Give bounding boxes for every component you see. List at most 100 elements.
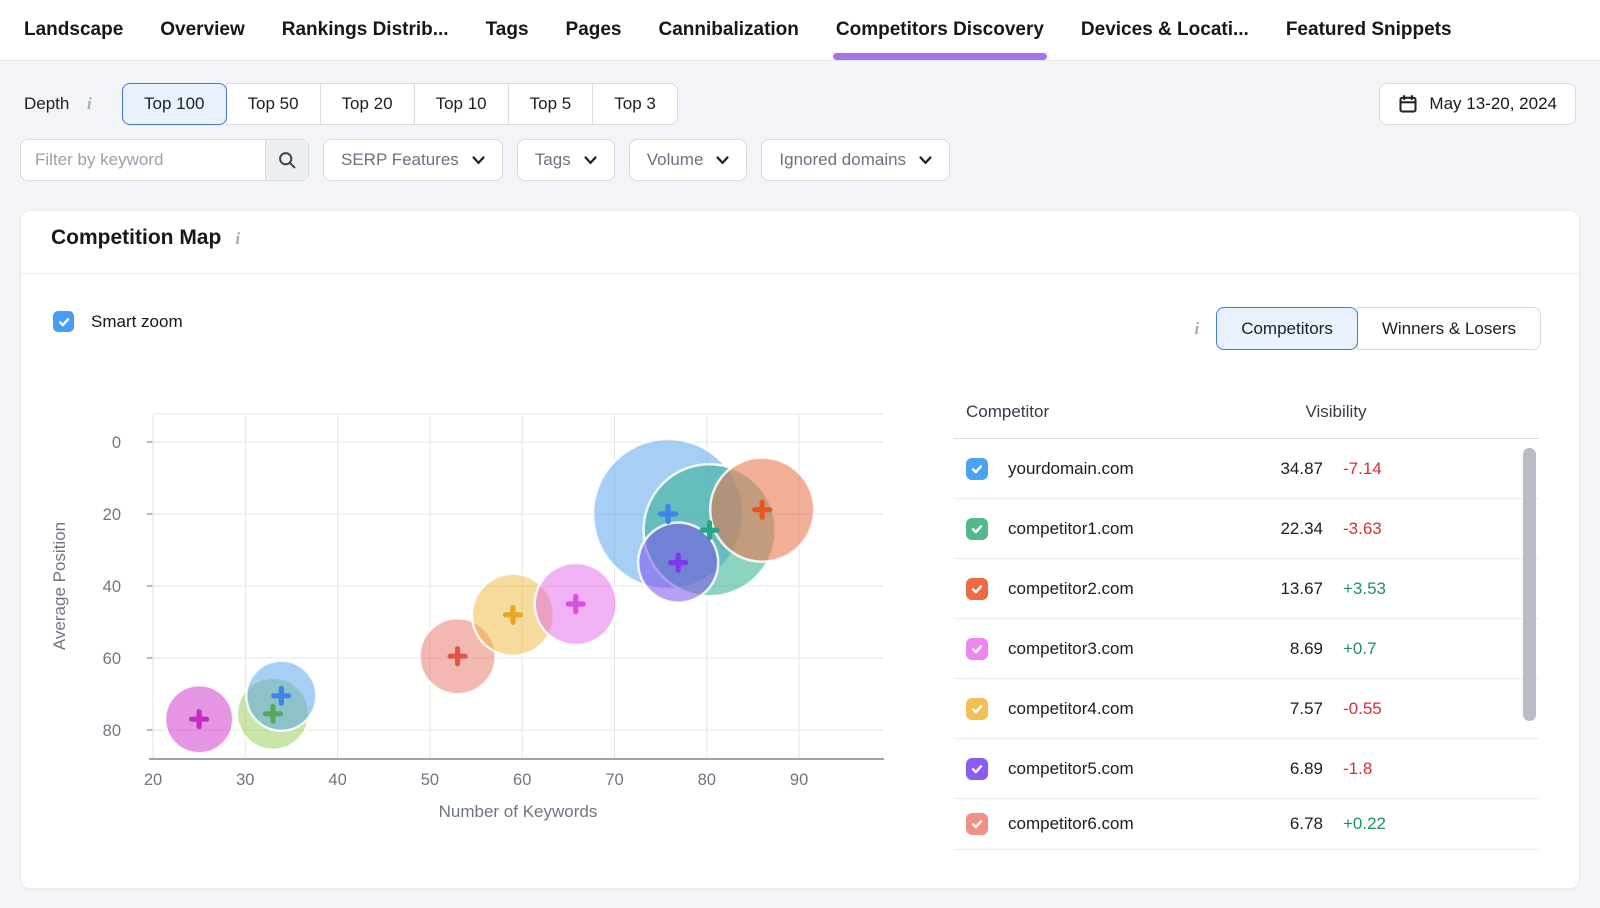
table-row: competitor2.com 13.67 +3.53 xyxy=(954,559,1539,619)
panel-info-icon[interactable]: i xyxy=(235,229,241,248)
filter-dropdown-serp-features[interactable]: SERP Features xyxy=(323,139,503,181)
depth-option-top-100[interactable]: Top 100 xyxy=(122,83,227,125)
smart-zoom-checkbox[interactable] xyxy=(53,311,74,332)
competitor-checkbox[interactable] xyxy=(966,577,988,600)
tab-pages[interactable]: Pages xyxy=(565,19,622,40)
tab-tags[interactable]: Tags xyxy=(485,19,529,40)
depth-info-icon[interactable]: i xyxy=(87,94,92,113)
dropdown-label: Ignored domains xyxy=(779,150,907,169)
visibility-change: +3.53 xyxy=(1343,578,1387,598)
table-scrollbar-thumb[interactable] xyxy=(1523,448,1536,721)
view-toggle-winners-losers[interactable]: Winners & Losers xyxy=(1356,307,1541,350)
table-row: competitor5.com 6.89 -1.8 xyxy=(954,739,1539,799)
visibility-change: +0.22 xyxy=(1343,814,1387,833)
depth-option-top-5[interactable]: Top 5 xyxy=(507,83,594,125)
competitor-checkbox[interactable] xyxy=(966,757,988,780)
depth-option-top-50[interactable]: Top 50 xyxy=(225,83,321,125)
bubble-center-marker xyxy=(752,499,773,520)
check-icon xyxy=(57,315,71,329)
filters-bar: SERP Features Tags Volume Ignored domains xyxy=(20,139,951,181)
competitor-domain[interactable]: competitor4.com xyxy=(1008,698,1134,718)
competitor-domain[interactable]: competitor1.com xyxy=(1008,518,1134,538)
bubble-center-marker xyxy=(189,709,210,730)
table-body: yourdomain.com 34.87 -7.14 competitor1.com 2… xyxy=(954,439,1539,850)
keyword-filter-input[interactable] xyxy=(21,140,265,180)
date-range-button[interactable]: May 13-20, 2024 xyxy=(1379,83,1576,125)
competitor-domain[interactable]: competitor5.com xyxy=(1008,758,1134,778)
keyword-search-button[interactable] xyxy=(265,140,308,180)
view-toggle: Competitors Winners & Losers xyxy=(1216,307,1541,350)
tab-overview[interactable]: Overview xyxy=(160,19,245,40)
bubble-center-marker xyxy=(668,552,689,573)
depth-label: Depth xyxy=(24,94,70,113)
bubble-center-marker xyxy=(262,703,284,724)
tab-rankings-distrib[interactable]: Rankings Distrib... xyxy=(281,19,449,40)
visibility-value: 8.69 xyxy=(1289,638,1323,658)
check-icon xyxy=(970,582,984,596)
competitor-checkbox[interactable] xyxy=(966,457,988,480)
depth-selector: Top 100 Top 50 Top 20 Top 10 Top 5 Top 3 xyxy=(122,83,678,125)
tab-competitors-discovery[interactable]: Competitors Discovery xyxy=(832,0,1047,60)
smart-zoom-label: Smart zoom xyxy=(91,311,183,331)
table-row: yourdomain.com 34.87 -7.14 xyxy=(954,439,1539,499)
competitor-domain[interactable]: competitor6.com xyxy=(1008,814,1134,833)
competition-map-chart[interactable]: 0 20 40 60 80 20 30 40 50 60 70 80 90 Number of Keywo… xyxy=(41,396,921,831)
filter-dropdown-volume[interactable]: Volume xyxy=(628,139,748,181)
competitor-checkbox[interactable] xyxy=(966,637,988,660)
smart-zoom-toggle[interactable]: Smart zoom xyxy=(53,311,183,332)
visibility-value: 6.78 xyxy=(1289,814,1323,833)
svg-text:90: 90 xyxy=(790,771,808,789)
svg-text:70: 70 xyxy=(605,771,623,789)
bubble-center-marker xyxy=(565,593,586,615)
x-axis-label: Number of Keywords xyxy=(439,802,598,821)
column-header-competitor: Competitor xyxy=(966,402,1050,421)
column-header-visibility: Visibility xyxy=(1305,402,1367,421)
checkbox-cell xyxy=(966,517,1008,540)
visibility-value: 6.89 xyxy=(1289,758,1323,778)
table-header: Competitor Visibility xyxy=(954,391,1539,439)
competitor-domain[interactable]: competitor3.com xyxy=(1008,638,1134,658)
svg-text:40: 40 xyxy=(328,771,346,789)
toolbar: Depth i Top 100 Top 50 Top 20 Top 10 Top 5 To… xyxy=(0,83,1600,125)
check-icon xyxy=(970,702,984,716)
visibility-value: 13.67 xyxy=(1280,578,1323,598)
report-tabs-bar: Landscape Overview Rankings Distrib... Tags… xyxy=(0,0,1600,61)
tab-cannibalization[interactable]: Cannibalization xyxy=(658,19,799,40)
panel-title: Competition Map xyxy=(51,226,222,249)
competition-map-card: Competition Map i Smart zoom i Competito… xyxy=(20,210,1580,889)
tab-devices-locati[interactable]: Devices & Locati... xyxy=(1080,19,1249,40)
competitor-checkbox[interactable] xyxy=(966,697,988,720)
depth-option-top-20[interactable]: Top 20 xyxy=(319,83,415,125)
table-row: competitor6.com 6.78 +0.22 xyxy=(954,799,1539,850)
competitor-checkbox[interactable] xyxy=(966,517,988,540)
svg-text:60: 60 xyxy=(103,650,121,668)
competitor-domain[interactable]: yourdomain.com xyxy=(1008,458,1134,478)
search-icon xyxy=(277,150,297,170)
table-row: competitor1.com 22.34 -3.63 xyxy=(954,499,1539,559)
table-row: competitor4.com 7.57 -0.55 xyxy=(954,679,1539,739)
tab-featured-snippets[interactable]: Featured Snippets xyxy=(1285,19,1452,40)
view-toggle-info-icon[interactable]: i xyxy=(1194,318,1200,338)
table-row: competitor3.com 8.69 +0.7 xyxy=(954,619,1539,679)
checkbox-cell xyxy=(966,697,1008,720)
bubble-center-marker xyxy=(271,685,292,706)
svg-text:0: 0 xyxy=(112,434,121,452)
depth-option-top-3[interactable]: Top 3 xyxy=(592,83,678,125)
check-icon xyxy=(970,642,984,656)
competitor-checkbox[interactable] xyxy=(966,813,988,835)
dropdown-label: Volume xyxy=(646,150,704,169)
depth-option-top-10[interactable]: Top 10 xyxy=(413,83,509,125)
chevron-down-icon xyxy=(472,155,485,165)
visibility-change: -1.8 xyxy=(1343,758,1373,778)
chevron-down-icon xyxy=(919,155,932,165)
checkbox-cell xyxy=(966,757,1008,780)
visibility-change: +0.7 xyxy=(1343,638,1377,658)
view-toggle-competitors[interactable]: Competitors xyxy=(1216,307,1358,350)
filter-dropdown-tags[interactable]: Tags xyxy=(516,139,615,181)
svg-text:60: 60 xyxy=(513,771,531,789)
bubble-center-marker xyxy=(657,503,679,525)
tab-landscape[interactable]: Landscape xyxy=(24,19,124,40)
visibility-value: 34.87 xyxy=(1280,458,1323,478)
filter-dropdown-ignored-domains[interactable]: Ignored domains xyxy=(761,139,951,181)
competitor-domain[interactable]: competitor2.com xyxy=(1008,578,1134,598)
